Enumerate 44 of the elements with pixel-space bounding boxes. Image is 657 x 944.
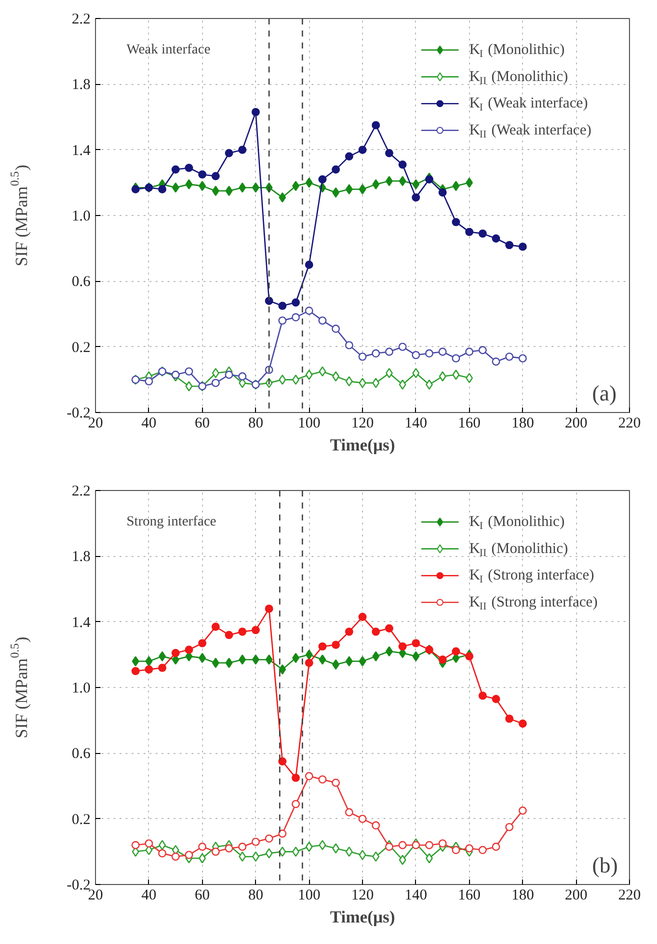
x-axis-title: Time(μs) bbox=[330, 436, 396, 454]
y-tick-label: 1.4 bbox=[72, 614, 91, 631]
x-tick-label: 20 bbox=[88, 888, 103, 904]
x-tick-label: 100 bbox=[298, 888, 320, 904]
y-tick-label: 1.4 bbox=[72, 142, 91, 159]
x-tick-label: 40 bbox=[141, 416, 156, 432]
x-tick-label: 20 bbox=[88, 416, 103, 432]
y-tick-label: 0.6 bbox=[72, 274, 91, 290]
x-tick-label: 60 bbox=[194, 416, 210, 432]
x-tick-label: 160 bbox=[458, 416, 481, 432]
x-tick-label: 200 bbox=[564, 416, 588, 432]
y-tick-label: 2.2 bbox=[72, 12, 90, 28]
y-tick-label: 0.2 bbox=[72, 340, 90, 356]
x-tick-label: 60 bbox=[194, 888, 210, 904]
x-tick-label: 200 bbox=[564, 888, 588, 904]
x-tick-label: 180 bbox=[511, 888, 534, 904]
y-tick-label: 1.8 bbox=[72, 77, 90, 94]
x-tick-label: 100 bbox=[298, 416, 320, 432]
x-tick-label: 220 bbox=[618, 888, 641, 904]
x-axis-title: Time(μs) bbox=[330, 908, 396, 926]
annotation: Weak interface bbox=[126, 42, 210, 58]
x-tick-label: 160 bbox=[458, 888, 481, 904]
y-tick-label: 1.0 bbox=[72, 680, 90, 696]
y-tick-label: 1.8 bbox=[72, 549, 90, 566]
y-tick-label: -0.2 bbox=[66, 878, 91, 894]
y-axis-title: SIF (MPam0.5) bbox=[8, 164, 31, 266]
x-tick-label: 80 bbox=[248, 416, 264, 432]
annotation: Strong interface bbox=[126, 514, 216, 530]
annotation: (b) bbox=[592, 852, 618, 878]
x-tick-label: 220 bbox=[618, 416, 641, 432]
y-tick-label: 2.2 bbox=[72, 484, 90, 500]
x-tick-label: 140 bbox=[404, 416, 428, 432]
y-tick-label: 0.6 bbox=[72, 746, 91, 762]
x-tick-label: 40 bbox=[141, 888, 156, 904]
x-tick-label: 80 bbox=[248, 888, 264, 904]
y-tick-label: -0.2 bbox=[66, 406, 91, 422]
y-tick-label: 1.0 bbox=[72, 208, 90, 224]
x-tick-label: 180 bbox=[511, 416, 534, 432]
y-tick-label: 0.2 bbox=[72, 812, 90, 828]
annotation: (a) bbox=[592, 380, 617, 406]
x-tick-label: 140 bbox=[404, 888, 428, 904]
x-tick-label: 120 bbox=[351, 416, 374, 432]
y-axis-title: SIF (MPam0.5) bbox=[8, 636, 31, 738]
x-tick-label: 120 bbox=[351, 888, 374, 904]
